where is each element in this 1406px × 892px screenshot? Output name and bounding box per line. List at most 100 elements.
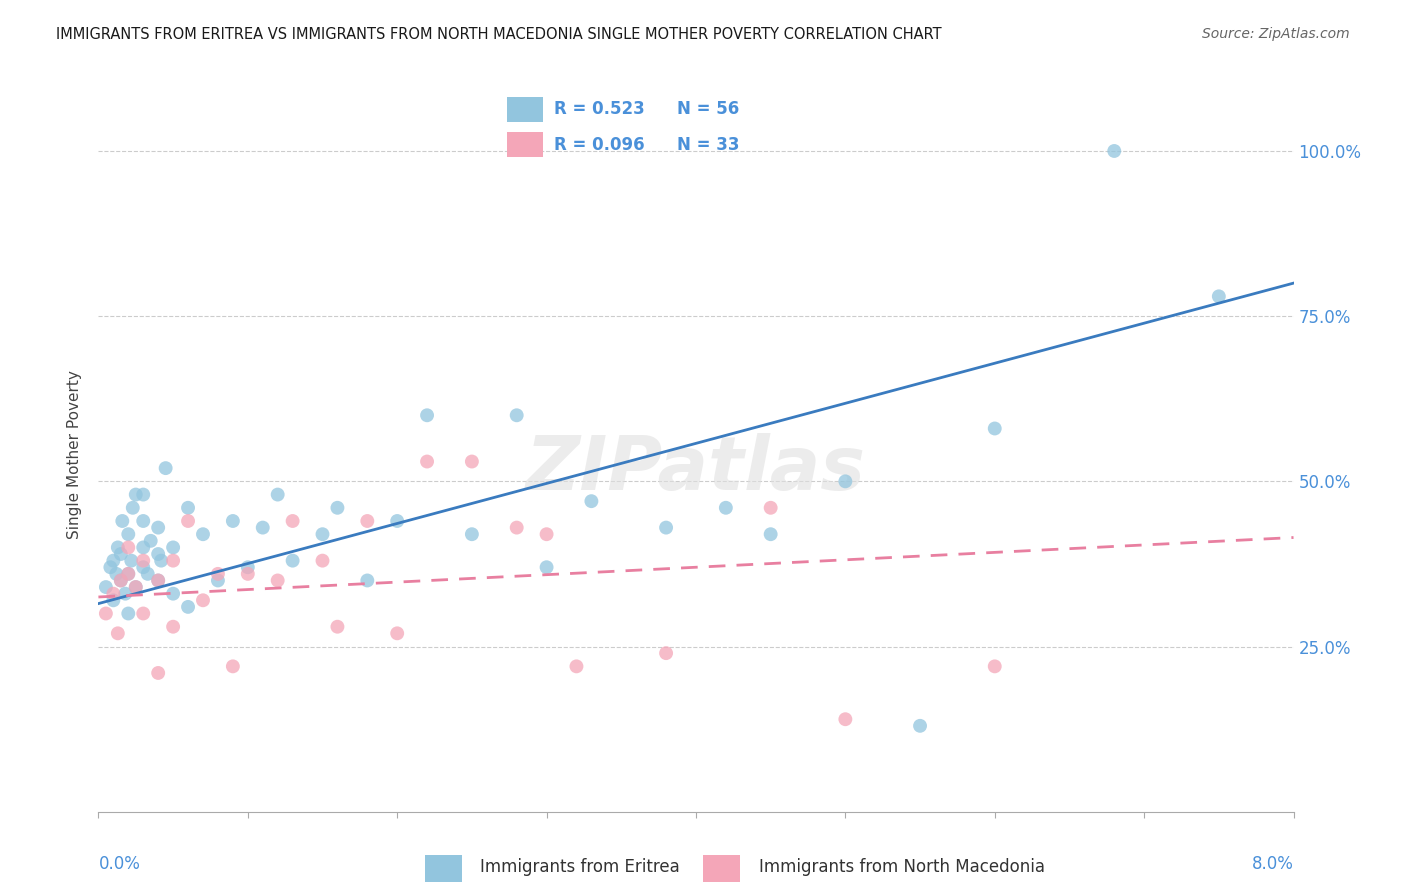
Text: 8.0%: 8.0% <box>1251 855 1294 872</box>
Text: IMMIGRANTS FROM ERITREA VS IMMIGRANTS FROM NORTH MACEDONIA SINGLE MOTHER POVERTY: IMMIGRANTS FROM ERITREA VS IMMIGRANTS FR… <box>56 27 942 42</box>
Bar <box>508 132 543 158</box>
Point <box>117 607 139 621</box>
Text: R = 0.523: R = 0.523 <box>554 100 645 119</box>
Point <box>125 580 148 594</box>
Point <box>326 500 349 515</box>
Point <box>107 541 129 555</box>
Point <box>311 554 333 568</box>
Point <box>356 514 378 528</box>
Point <box>267 574 290 588</box>
Point <box>111 514 134 528</box>
Text: Immigrants from North Macedonia: Immigrants from North Macedonia <box>759 858 1045 877</box>
Point <box>222 514 245 528</box>
Point <box>655 520 678 534</box>
Point <box>132 487 155 501</box>
Point <box>983 421 1005 435</box>
Point <box>98 560 122 574</box>
Point <box>252 520 274 534</box>
Point <box>94 580 117 594</box>
Point <box>506 520 529 534</box>
Point <box>120 554 142 568</box>
Point <box>148 574 170 588</box>
Point <box>177 599 200 614</box>
Point <box>148 520 170 534</box>
Point <box>117 527 139 541</box>
Point <box>983 659 1005 673</box>
Point <box>908 719 931 733</box>
Point <box>132 514 155 528</box>
Text: N = 33: N = 33 <box>678 136 740 154</box>
Point <box>207 574 229 588</box>
Point <box>132 541 155 555</box>
Text: N = 56: N = 56 <box>678 100 740 119</box>
Point <box>139 533 162 548</box>
Bar <box>508 97 543 122</box>
Point <box>94 607 117 621</box>
Point <box>162 587 184 601</box>
Point <box>148 665 170 680</box>
Point <box>759 500 782 515</box>
Point <box>536 560 558 574</box>
Text: Immigrants from Eritrea: Immigrants from Eritrea <box>481 858 681 877</box>
Point <box>162 620 184 634</box>
Point <box>416 409 439 423</box>
Point <box>536 527 558 541</box>
Bar <box>703 855 740 881</box>
Point <box>281 554 304 568</box>
Point <box>162 554 184 568</box>
Text: Source: ZipAtlas.com: Source: ZipAtlas.com <box>1202 27 1350 41</box>
Point <box>148 547 170 561</box>
Text: 0.0%: 0.0% <box>98 855 141 872</box>
Point <box>385 514 409 528</box>
Point <box>125 487 148 501</box>
Text: ZIPatlas: ZIPatlas <box>526 433 866 506</box>
Point <box>110 574 132 588</box>
Point <box>155 461 177 475</box>
Point <box>267 487 290 501</box>
Point <box>416 454 439 468</box>
Point <box>103 587 125 601</box>
Point <box>385 626 409 640</box>
Point <box>132 554 155 568</box>
Point <box>191 593 214 607</box>
Point <box>236 560 259 574</box>
Point <box>117 566 139 581</box>
Text: R = 0.096: R = 0.096 <box>554 136 644 154</box>
Point <box>110 547 132 561</box>
Point <box>714 500 737 515</box>
Point <box>125 580 148 594</box>
Point <box>1208 289 1230 303</box>
Point <box>177 500 200 515</box>
Point <box>759 527 782 541</box>
Point <box>110 574 132 588</box>
Point <box>177 514 200 528</box>
Point <box>581 494 603 508</box>
Point <box>311 527 333 541</box>
Point <box>236 566 259 581</box>
Point <box>121 500 143 515</box>
Point <box>117 541 139 555</box>
Point <box>107 626 129 640</box>
Point <box>162 541 184 555</box>
Y-axis label: Single Mother Poverty: Single Mother Poverty <box>67 370 83 540</box>
Point <box>114 587 136 601</box>
Point <box>326 620 349 634</box>
Point <box>136 566 159 581</box>
Point <box>461 454 484 468</box>
Point <box>105 566 128 581</box>
Point <box>191 527 214 541</box>
Point <box>655 646 678 660</box>
Point <box>1102 144 1125 158</box>
Point <box>150 554 173 568</box>
Point <box>132 560 155 574</box>
Point <box>117 566 139 581</box>
Point <box>356 574 378 588</box>
Point <box>461 527 484 541</box>
Point <box>103 554 125 568</box>
Point <box>207 566 229 581</box>
Point <box>834 475 856 489</box>
Point <box>565 659 588 673</box>
Point <box>506 409 529 423</box>
Point <box>222 659 245 673</box>
Point <box>148 574 170 588</box>
